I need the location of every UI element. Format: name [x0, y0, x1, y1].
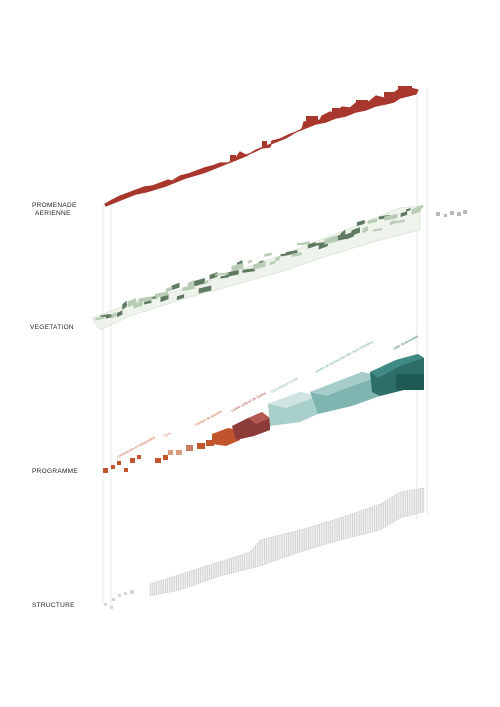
promenade-label-line2: AERIENNE — [35, 210, 71, 217]
programme-block-commerce — [155, 458, 161, 463]
vegetation-patch — [340, 229, 346, 240]
vegetation-patch — [296, 241, 310, 246]
vegetation-patch — [286, 250, 298, 256]
structure-pile — [110, 606, 113, 609]
promenade-block — [230, 155, 236, 161]
vegetation-label: VEGETATION — [30, 324, 74, 331]
vegetation-patch — [384, 213, 398, 221]
vegetation-patch — [182, 285, 195, 292]
vegetation-patch — [242, 268, 256, 273]
promenade-block — [306, 116, 318, 121]
programme-block-commerce — [124, 468, 128, 472]
vegetation-patch — [215, 272, 229, 276]
programme-block-commerce — [111, 465, 115, 469]
promenade-path — [104, 87, 419, 207]
programme-block-commerce — [117, 461, 121, 465]
programme-label: PROGRAMME — [32, 468, 78, 475]
structure-layer — [104, 487, 425, 609]
programme-label-bibliotheque: bibliothèque locale — [271, 376, 299, 394]
vegetation-patch — [198, 285, 212, 294]
programme-block-commerce — [103, 468, 108, 473]
vegetation-patch — [356, 219, 365, 227]
promenade-block — [356, 100, 368, 106]
programme-layer — [103, 354, 424, 473]
vegetation-patch — [417, 204, 424, 211]
structure-mass — [149, 487, 425, 597]
vegetation-patch — [351, 227, 360, 236]
structure-pile — [118, 594, 121, 597]
vegetation-patch — [253, 261, 266, 270]
vegetation-layer — [91, 204, 467, 331]
structure-pile — [124, 592, 127, 595]
structure-pile — [130, 590, 134, 594]
vegetation-patch — [313, 242, 322, 247]
programme-label-bars: bars — [164, 431, 172, 438]
vegetation-patch — [307, 241, 316, 249]
programme-block-commerce — [206, 440, 214, 446]
vegetation-patch — [95, 316, 105, 321]
vegetation-patch — [264, 252, 272, 258]
vegetation-patch — [225, 270, 239, 277]
structure-label: STRUCTURE — [32, 602, 75, 609]
promenade-block — [262, 141, 267, 147]
promenade-block — [384, 92, 394, 97]
programme-block-recherches-top — [310, 372, 380, 396]
vegetation-patch — [144, 300, 152, 305]
vegetation-patch — [187, 280, 195, 288]
programme-block-salle-front — [396, 374, 424, 390]
vegetation-patch — [127, 298, 137, 308]
structure-pile — [112, 598, 115, 601]
structure-pile — [104, 603, 107, 606]
programme-block-commerce — [163, 455, 168, 460]
guide-lines — [102, 88, 428, 610]
promenade-aerienne-layer — [104, 86, 419, 207]
vegetation-patch — [247, 259, 253, 264]
vegetation-patch — [406, 208, 411, 212]
programme-block-recherches — [310, 372, 380, 414]
vegetation-patch — [395, 219, 405, 224]
programme-label-culturel: centre culturel de Sainte — [231, 391, 267, 413]
programme-label-recherches: centre de recherches des Jeux Olympics — [315, 340, 374, 374]
vegetation-patch — [204, 279, 209, 285]
vegetation-patch — [231, 262, 244, 272]
programme-block-culturel-top — [248, 412, 270, 424]
vegetation-patch — [269, 260, 276, 266]
vegetation-patch — [324, 235, 338, 245]
promenade-block — [398, 86, 412, 91]
vegetation-patch — [193, 277, 205, 287]
programme-block-commerce — [176, 450, 182, 455]
programme-block-commerce — [168, 450, 173, 455]
programme-label-commerces: commerces et restauration — [117, 435, 156, 459]
promenade-block — [332, 108, 346, 113]
vegetation-patch — [367, 218, 378, 224]
vegetation-patch — [171, 282, 180, 291]
vegetation-patch — [138, 296, 153, 303]
vegetation-patch — [275, 256, 280, 262]
programme-label-maison: maison de quartier — [195, 409, 224, 427]
promenade-label-line1: PROMENADE — [32, 202, 77, 209]
programme-label-salle: salle multimodale — [393, 334, 419, 351]
programme-block-commerce — [186, 445, 193, 451]
vegetation-patch — [176, 294, 185, 301]
programme-block-maison — [212, 428, 240, 446]
programme-block-commerce — [137, 455, 141, 459]
programme-block-commerce — [130, 458, 135, 463]
vegetation-patch — [133, 301, 143, 309]
vegetation-patch — [160, 294, 169, 303]
vegetation-patch — [362, 226, 368, 234]
vegetation-patch — [165, 286, 173, 293]
programme-block-salle-top — [370, 354, 424, 378]
vegetation-patch — [291, 252, 302, 257]
vegetation-patch — [389, 219, 396, 226]
vegetation-offset-trees — [436, 210, 467, 217]
programme-block-commerce — [197, 443, 205, 449]
vegetation-patch — [400, 211, 408, 217]
vegetation-patch — [155, 291, 168, 298]
vegetation-patch — [116, 310, 123, 318]
programme-block-bibliotheque-top — [268, 392, 318, 408]
vegetation-patch — [122, 300, 127, 310]
vegetation-patch — [373, 228, 383, 232]
vegetation-patch — [111, 312, 117, 319]
